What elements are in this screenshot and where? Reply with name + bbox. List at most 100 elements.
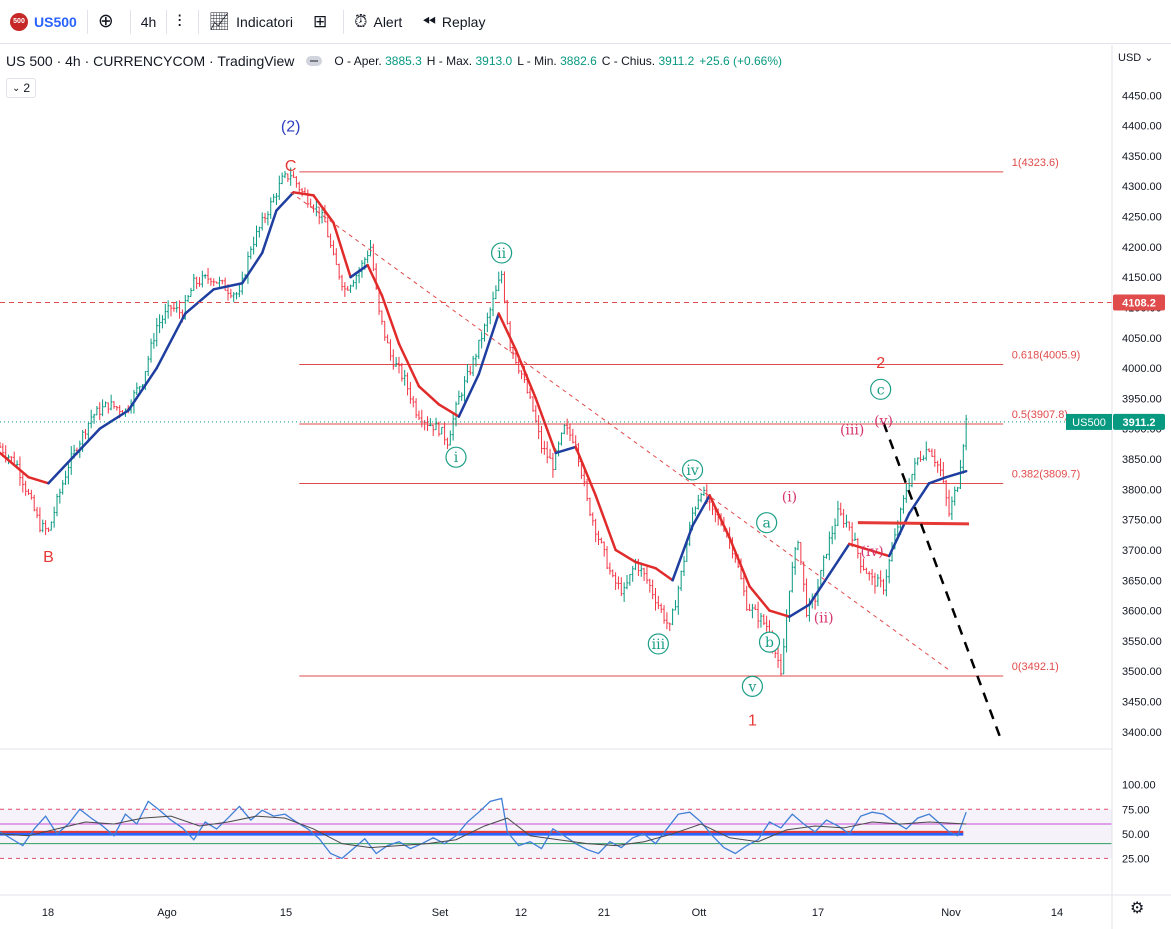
candle-bars-icon: ⫶ [177,12,182,31]
wave-label: 1 [748,713,757,730]
symbol-name: US500 [34,13,77,30]
wave-label: (ii) [814,611,834,627]
price-tick-label: 4250.00 [1122,212,1162,224]
alert-label: Alert [373,13,403,30]
ma-segment [828,542,851,576]
symbol-tag-label: US500 [1072,417,1106,429]
wave-label-circle [491,242,513,264]
moving-average [0,191,968,618]
compare-button[interactable]: ⊕ [88,0,130,44]
wave-label: ii [497,246,506,262]
layout-button[interactable]: ⊞ [303,0,343,44]
open-value: 3885.3 [385,54,422,68]
price-tick-label: 4400.00 [1122,121,1162,133]
support-line [857,521,970,526]
chevron-down-icon: ⌄ [1144,52,1154,64]
wave-label: C [285,158,297,175]
toolbar-divider [197,9,199,34]
high-value: 3913.0 [475,54,513,68]
price-tick-label: 3550.00 [1122,636,1162,648]
wave-label-circle [870,378,892,400]
ma-segment [437,403,461,418]
legend-high: H - Max. 3913.0 [427,54,512,68]
wave-label: (v) [874,414,893,430]
toolbar-divider [343,9,345,34]
fib-level-label: 1(4323.6) [1012,157,1059,169]
ma-segment [868,548,891,558]
price-tick-label: 3450.00 [1122,697,1162,709]
legend-open: O - Aper. 3885.3 [334,54,421,68]
ma-segment [397,342,421,388]
change-value: +25.6 (+0.66%) [699,54,783,68]
chart-type-button[interactable]: ⫶ [167,0,197,44]
fib-level-label: 0(3492.1) [1012,661,1059,673]
ma-segment [768,609,791,618]
symbol-tag [1066,413,1112,430]
price-chart[interactable]: 1(4323.6) 0.618(4005.9) 0.5(3907.8) 0.382(3… [0,45,1171,929]
price-tick-label: 4150.00 [1122,272,1162,284]
symbol-search[interactable]: 500 US500 [0,0,87,44]
price-tick-label: 3500.00 [1122,666,1162,678]
time-tick-label: Ago [157,907,177,919]
wave-label-circle [756,512,778,534]
ma-segment [417,385,441,406]
wave-label: 2 [876,355,885,372]
ma-segment [366,263,384,297]
wave-label: i [454,450,459,466]
wave-label: (i) [782,489,797,505]
price-tick-label: 3750.00 [1122,515,1162,527]
price-tick-label: 4350.00 [1122,151,1162,163]
ma-segment [292,191,315,197]
ma-segment [98,409,130,430]
wave-label: iv [686,463,698,479]
ma-segment [260,209,278,255]
time-tick-label: Ott [692,907,707,919]
time-tick-label: 12 [515,907,527,919]
ma-segment [944,469,968,479]
ma-segment [654,566,674,582]
currency-selector[interactable]: USD ⌄ [1118,51,1154,64]
ma-segment [332,221,352,279]
ma-segment [212,281,244,291]
rsi-tick-label: 100.00 [1122,780,1156,792]
fib-level-label: 0.5(3907.8) [1012,409,1068,421]
ma-segment [380,294,401,346]
ma-segment [614,548,637,564]
level-badge [1113,294,1165,311]
currency-label: USD [1118,52,1142,64]
price-tick-label: 3800.00 [1122,484,1162,496]
ma-segment [534,397,557,455]
ma-segment [47,457,73,485]
alert-button[interactable]: ⏰︎ Alert [344,0,412,44]
chevron-down-icon: ⌄ [11,82,21,94]
replay-button[interactable]: ⏪︎ Replay [412,0,495,44]
axes: 3400.00 3450.00 3500.00 3550.00 3600.00 3650.… [0,45,1171,929]
collapse-count: 2 [23,81,31,95]
gear-icon[interactable]: ⚙ [1130,900,1145,917]
ma-segment [887,512,911,558]
ma-segment [708,494,731,540]
price-tick-label: 4300.00 [1122,181,1162,193]
level-badge-label: 4108.2 [1122,298,1156,310]
ma-segment [127,366,158,412]
wave-label-circle [445,446,467,468]
ma-segment [594,494,617,552]
time-tick-label: 21 [598,907,610,919]
rsi-tick-label: 25.00 [1122,853,1150,865]
ma-segment [27,475,50,485]
top-toolbar: 500 US500 ⊕ 4h ⫶ 📈︎ Indicatori ⊞ ⏰︎ Aler… [0,0,1171,44]
ma-segment [155,312,187,370]
ma-segment [514,348,538,400]
high-label: H - Max. [426,54,473,68]
wave-label: (iii) [840,423,864,439]
close-value: 3911.2 [658,54,695,68]
indicators-button[interactable]: 📈︎ Indicatori [199,0,303,44]
visibility-toggle-icon[interactable] [306,56,323,66]
ma-segment [70,427,101,461]
price-tick-label: 3650.00 [1122,575,1162,587]
legend-collapse-button[interactable]: ⌄ 2 [6,78,36,98]
interval-button[interactable]: 4h [140,13,157,30]
rsi-line [0,797,967,860]
price-tick-label: 3700.00 [1122,545,1162,557]
wave-label: b [765,635,774,651]
